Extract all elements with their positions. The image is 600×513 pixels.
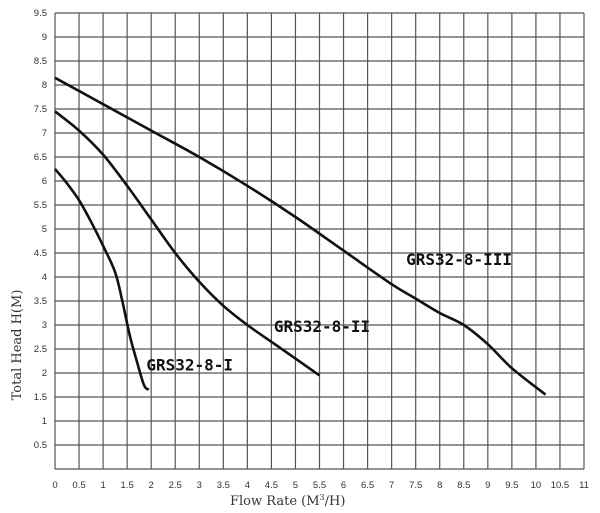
y-tick-label: 0.5 [34, 440, 47, 451]
curve-grs32-8-i [54, 168, 150, 391]
y-tick-label: 2.5 [34, 344, 47, 355]
x-tick-label: 7.5 [409, 480, 422, 491]
x-axis-ticks: 0 0.5 1 1.5 2 2.5 3 3.5 4 4.5 5 5.5 6 6.5 7 7.5 8 8.5 9 9.5… [52, 480, 589, 491]
y-tick-label: 6.5 [34, 152, 47, 163]
curve-grs32-8-ii [54, 110, 321, 377]
curve-label: GRS32-8-I [146, 356, 233, 375]
x-tick-label: 8 [437, 480, 442, 491]
x-tick-label: 9.5 [505, 480, 518, 491]
y-tick-label: 6 [42, 176, 47, 187]
y-tick-label: 4 [42, 272, 47, 283]
curves [54, 76, 547, 396]
x-tick-label: 11 [579, 480, 589, 491]
y-axis-title: Total Head H(M) [10, 290, 25, 401]
curve-grs32-8-iii [54, 76, 547, 396]
x-tick-label: 0 [52, 480, 57, 491]
grid [54, 12, 585, 470]
x-tick-label: 0.5 [72, 480, 85, 491]
y-tick-label: 8 [42, 80, 47, 91]
x-tick-label: 6.5 [361, 480, 374, 491]
x-tick-label: 2 [149, 480, 154, 491]
x-tick-label: 10 [531, 480, 542, 491]
y-tick-label: 3 [42, 320, 47, 331]
x-tick-label: 3.5 [217, 480, 230, 491]
x-tick-label: 10.5 [551, 480, 570, 491]
y-tick-label: 3.5 [34, 296, 47, 307]
y-tick-label: 8.5 [34, 56, 47, 67]
x-tick-label: 4.5 [265, 480, 278, 491]
x-tick-label: 1 [100, 480, 105, 491]
x-tick-label: 4 [245, 480, 250, 491]
x-tick-label: 5.5 [313, 480, 326, 491]
x-tick-label: 7 [389, 480, 394, 491]
curve-label: GRS32-8-II [274, 317, 370, 336]
y-tick-label: 7 [42, 128, 47, 139]
x-tick-label: 6 [341, 480, 346, 491]
y-tick-label: 9.5 [34, 8, 47, 19]
x-tick-label: 5 [293, 480, 298, 491]
curve-labels: GRS32-8-I GRS32-8-II GRS32-8-III [146, 250, 512, 375]
y-axis-ticks: 0.5 1 1.5 2 2.5 3 3.5 4 4.5 5 5.5 6 6.5 7 7.5 8 8.5 9 9.5 [34, 8, 47, 451]
x-axis-title: Flow Rate (M3/H) [230, 493, 345, 509]
y-tick-label: 1 [42, 416, 47, 427]
x-tick-label: 1.5 [121, 480, 134, 491]
y-tick-label: 9 [42, 32, 47, 43]
curve-label: GRS32-8-III [406, 250, 512, 269]
y-tick-label: 1.5 [34, 392, 47, 403]
x-tick-label: 3 [197, 480, 202, 491]
x-tick-label: 8.5 [457, 480, 470, 491]
x-tick-label: 2.5 [169, 480, 182, 491]
x-tick-label: 9 [485, 480, 490, 491]
y-tick-label: 5.5 [34, 200, 47, 211]
y-tick-label: 2 [42, 368, 47, 379]
y-tick-label: 5 [42, 224, 47, 235]
y-tick-label: 7.5 [34, 104, 47, 115]
y-tick-label: 4.5 [34, 248, 47, 259]
